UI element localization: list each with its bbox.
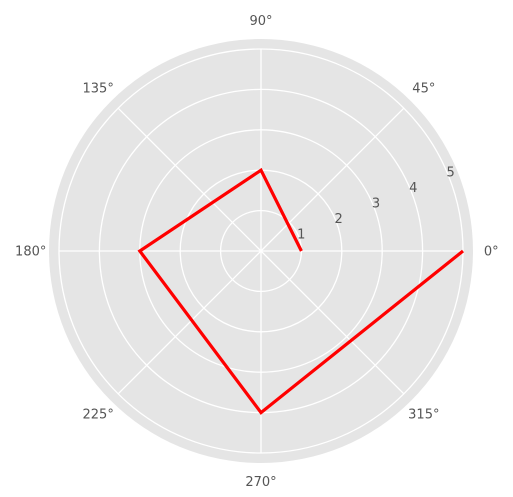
angular-gridline [117,107,262,252]
radial-tick-label: 4 [409,181,417,196]
angular-tick-label: 0° [484,245,499,260]
angular-tick-label: 135° [83,82,114,97]
series-line [137,167,464,415]
grid [58,48,464,454]
radial-tick-label: 1 [297,228,305,243]
angular-tick-label: 90° [249,14,272,29]
angular-gridline [260,107,405,252]
tick-labels: 0° 45° 90° 135° 180° 225° 270° 315° 1 2 3 4 5 [15,14,499,490]
series-layer [137,167,464,415]
radial-tick-label: 3 [372,197,380,212]
angular-tick-label: 270° [245,475,276,490]
angular-tick-label: 180° [15,245,46,260]
angular-tick-label: 45° [412,82,435,97]
angular-tick-label: 225° [83,407,114,422]
angular-tick-label: 315° [408,407,439,422]
angular-gridline [117,250,262,395]
angular-gridline [260,250,405,395]
radial-tick-label: 2 [335,212,343,227]
radial-tick-label: 5 [446,166,454,181]
